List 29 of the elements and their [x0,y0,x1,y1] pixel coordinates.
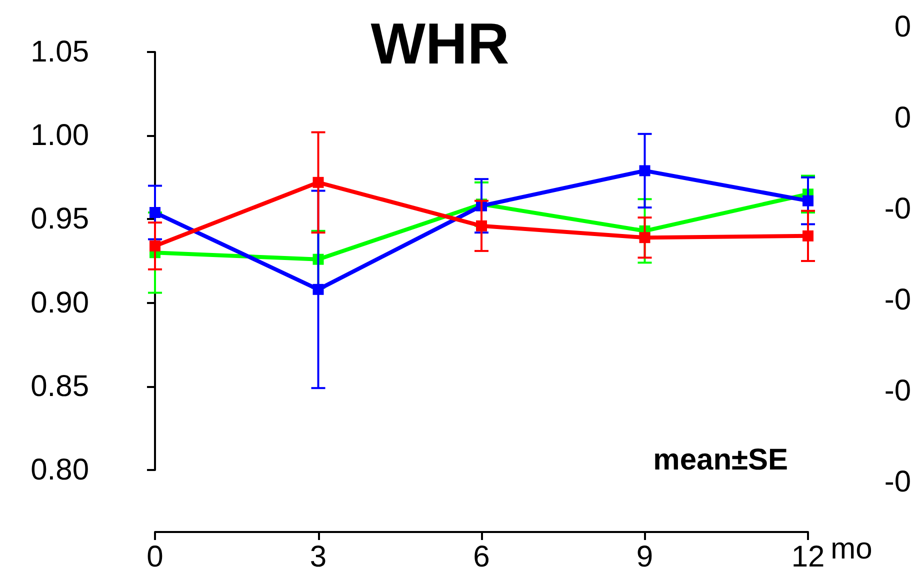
point [802,230,814,242]
point [150,240,160,252]
text: 0 [894,10,912,44]
text: -0 [884,466,912,498]
x-tick-label: 3 [310,540,327,574]
y-tick-label: 1.05 [30,36,89,68]
point [639,165,650,176]
x-axis-title: mo [830,532,872,566]
text: -0 [884,284,912,316]
point [802,195,814,206]
text: -0 [884,374,912,408]
x-tick-label: 12 [791,540,825,574]
point [312,176,324,188]
y-tick-label: 0.95 [30,202,89,236]
chart-title: WHR [370,12,510,76]
y-tick-label: 0.90 [30,286,89,320]
annotation: mean±SE [653,444,788,476]
point [312,284,324,295]
x-tick-label: 9 [636,540,654,574]
y-tick-label: 0.85 [30,370,89,403]
x-tick-label: 6 [473,540,490,574]
y-tick-label: 1.00 [30,119,89,152]
x-tick-label: 0 [146,540,164,574]
point [476,220,487,232]
text: -0 [884,192,912,226]
y-tick-label: 0.80 [30,454,89,486]
text: 0 [894,102,912,134]
point [150,207,160,218]
point [639,232,650,244]
